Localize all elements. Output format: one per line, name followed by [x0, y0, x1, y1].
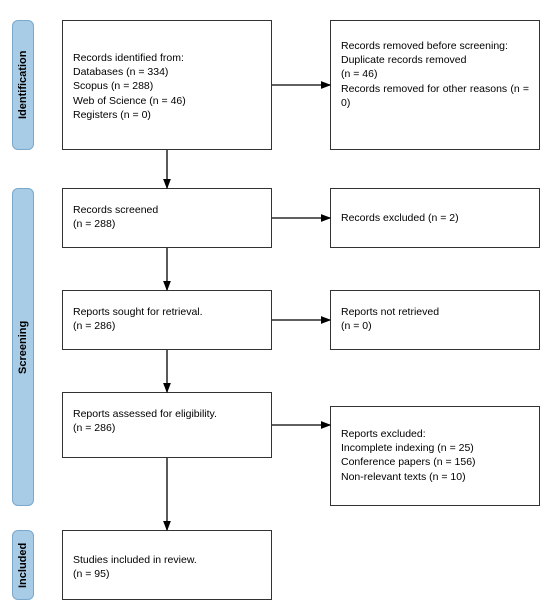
- box-screened: Records screened (n = 288): [62, 188, 272, 248]
- box-identified: Records identified from: Databases (n = …: [62, 20, 272, 150]
- line: Incomplete indexing (n = 25): [341, 441, 529, 455]
- line: Records removed for other reasons (n = 0…: [341, 82, 529, 110]
- line: Web of Science (n = 46): [73, 94, 261, 108]
- line: (n = 95): [73, 567, 261, 581]
- line: (n = 286): [73, 319, 261, 333]
- line: Records identified from:: [73, 51, 261, 65]
- line: Studies included in review.: [73, 553, 261, 567]
- stage-screening: Screening: [12, 188, 34, 506]
- line: Records excluded (n = 2): [341, 211, 529, 225]
- stage-screening-text: Screening: [17, 320, 29, 373]
- box-assessed: Reports assessed for eligibility. (n = 2…: [62, 392, 272, 458]
- line: Databases (n = 334): [73, 65, 261, 79]
- box-included: Studies included in review. (n = 95): [62, 530, 272, 600]
- line: Reports assessed for eligibility.: [73, 407, 261, 421]
- box-excluded-2: Reports excluded: Incomplete indexing (n…: [330, 406, 540, 506]
- line: Records screened: [73, 203, 261, 217]
- line: Duplicate records removed: [341, 53, 529, 67]
- box-not-retrieved: Reports not retrieved (n = 0): [330, 290, 540, 350]
- line: Records removed before screening:: [341, 39, 529, 53]
- stage-included: Included: [12, 530, 34, 600]
- line: Reports excluded:: [341, 427, 529, 441]
- line: (n = 0): [341, 319, 529, 333]
- box-removed: Records removed before screening: Duplic…: [330, 20, 540, 150]
- stage-identification-text: Identification: [17, 51, 29, 119]
- line: Reports not retrieved: [341, 305, 529, 319]
- box-sought: Reports sought for retrieval. (n = 286): [62, 290, 272, 350]
- stage-identification: Identification: [12, 20, 34, 150]
- box-excluded-1: Records excluded (n = 2): [330, 188, 540, 248]
- line: (n = 286): [73, 421, 261, 435]
- stage-included-text: Included: [17, 542, 29, 587]
- line: (n = 288): [73, 217, 261, 231]
- line: Reports sought for retrieval.: [73, 305, 261, 319]
- line: Non-relevant texts (n = 10): [341, 470, 529, 484]
- line: Scopus (n = 288): [73, 79, 261, 93]
- line: (n = 46): [341, 67, 529, 81]
- line: Registers (n = 0): [73, 108, 261, 122]
- line: Conference papers (n = 156): [341, 455, 529, 469]
